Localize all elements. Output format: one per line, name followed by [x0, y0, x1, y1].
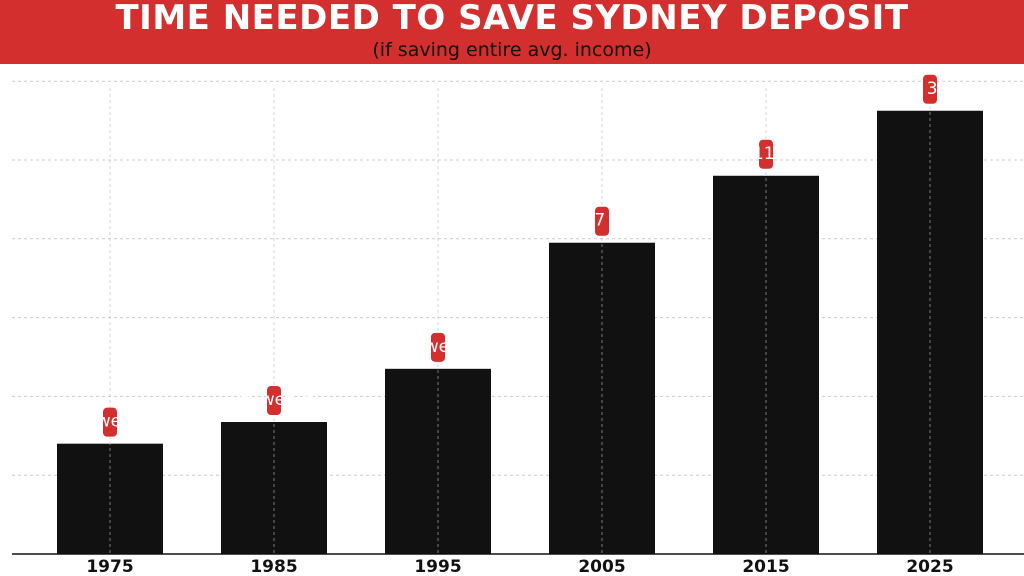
x-tick-label: 2025 [906, 557, 953, 576]
data-labels: 29 weeks 35 weeks 49 weeks 1 year, 7 months… [70, 74, 1007, 437]
data-label: 2 years, 3 months [853, 74, 1007, 104]
gridlines [12, 80, 1024, 476]
data-label: 1 year, 7 months [529, 206, 675, 236]
data-label: 29 weeks [70, 407, 151, 437]
x-tick-label: 1975 [86, 557, 133, 576]
chart-subtitle: (if saving entire avg. income) [372, 39, 652, 61]
data-label-text: 35 weeks [234, 390, 315, 410]
data-label: 1 year, 11 months [688, 139, 844, 169]
bars [57, 110, 983, 555]
x-tick-label: 2005 [578, 557, 625, 576]
bar-2005 [549, 242, 655, 555]
title-banner: TIME NEEDED TO SAVE SYDNEY DEPOSIT (if s… [0, 0, 1024, 64]
data-label-background [431, 332, 445, 362]
data-label-background [103, 407, 117, 437]
data-label-background [595, 206, 609, 236]
data-label-text: 1 year, 7 months [529, 211, 674, 231]
data-label-background [923, 74, 937, 104]
data-label: 49 weeks [398, 332, 479, 362]
data-label-text: 2 years, 3 months [853, 79, 1007, 99]
x-tick-label: 1985 [250, 557, 297, 576]
data-label-text: 49 weeks [398, 337, 479, 357]
chart-title: TIME NEEDED TO SAVE SYDNEY DEPOSIT [115, 0, 909, 38]
data-label-text: 29 weeks [70, 412, 151, 432]
data-label: 35 weeks [234, 386, 315, 416]
bar-2025 [877, 110, 983, 554]
x-tick-labels: 1975 1985 1995 2005 2015 2025 [86, 557, 953, 576]
data-label-text: 1 year, 11 months [688, 144, 844, 164]
x-tick-label: 1995 [414, 557, 461, 576]
data-label-background [267, 386, 281, 416]
x-tick-label: 2015 [742, 557, 789, 576]
data-label-background [759, 139, 773, 169]
